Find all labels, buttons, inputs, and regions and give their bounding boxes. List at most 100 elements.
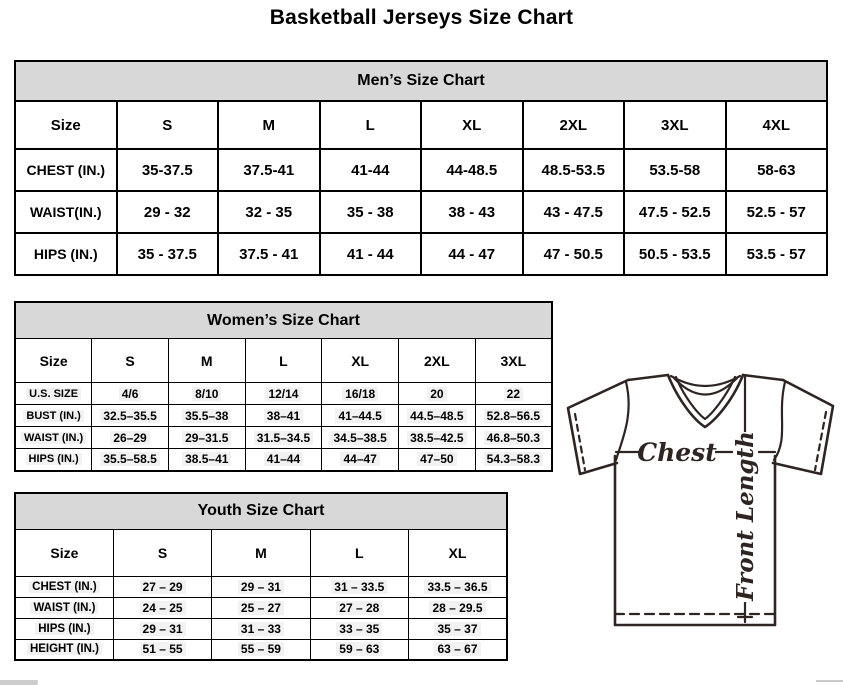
cell-text: 48.5-53.5 — [541, 161, 605, 179]
cell-text: 29 – 31 — [139, 621, 186, 636]
size-cell: 55 – 59 — [211, 638, 311, 661]
column-header-l: L — [318, 100, 422, 150]
cell-text: 2XL — [559, 116, 587, 134]
chest-label-backing — [639, 440, 715, 463]
row-label: BUST (IN.) — [14, 404, 93, 427]
cell-text: 37.5 - 41 — [239, 245, 299, 263]
cell-text: S — [125, 352, 135, 369]
size-cell: 37.5 - 41 — [217, 232, 321, 276]
cell-text: 28 – 29.5 — [429, 600, 486, 615]
horizontal-scrollbar-thumb[interactable] — [0, 680, 38, 685]
row-label: WAIST(IN.) — [14, 190, 118, 234]
cell-text: 58-63 — [757, 161, 796, 179]
size-cell: 29–31.5 — [167, 426, 246, 449]
page-title: Basketball Jerseys Size Chart — [269, 6, 574, 29]
cell-text: 47 - 50.5 — [543, 245, 603, 263]
cell-text: 44 - 47 — [448, 245, 496, 263]
size-cell: 33.5 – 36.5 — [408, 575, 508, 598]
cell-text: HIPS (IN.) — [25, 453, 82, 466]
cell-text: 52.5 - 57 — [746, 203, 806, 221]
cell-text: 3XL — [500, 352, 527, 369]
cell-text: 34.5–38.5 — [330, 430, 390, 445]
size-chart-page: Basketball Jerseys Size Chart Men’s Size… — [0, 6, 843, 685]
column-header-row: Size S M L XL 2XL 3XL — [14, 338, 553, 383]
size-cell: 31 – 33 — [211, 617, 311, 640]
row-label: WAIST (IN.) — [14, 596, 114, 619]
column-header-l: L — [244, 338, 323, 383]
column-header-2xl: 2XL — [521, 100, 625, 150]
table-title-row: Men’s Size Chart — [14, 60, 828, 102]
size-cell: 31 – 33.5 — [309, 575, 410, 598]
size-cell: 41–44 — [244, 448, 323, 471]
cell-text: 27 – 29 — [139, 579, 186, 594]
size-cell: 41-44 — [318, 148, 422, 192]
cell-text: Youth Size Chart — [197, 502, 325, 519]
cell-text: 51 – 55 — [139, 642, 186, 657]
table-title-row: Youth Size Chart — [14, 492, 508, 530]
column-header-xl: XL — [321, 338, 400, 383]
cell-text: 35.5–38 — [182, 408, 232, 423]
cell-text: M — [255, 544, 267, 561]
table-row: WAIST (IN.) 24 – 25 25 – 27 27 – 28 28 – 29.… — [14, 596, 508, 619]
column-header-l: L — [309, 528, 410, 577]
cell-text: 20 — [427, 386, 447, 401]
column-header-s: S — [112, 528, 213, 577]
cell-text: 33 – 35 — [336, 621, 383, 636]
size-cell: 4/6 — [91, 382, 169, 405]
size-cell: 37.5-41 — [217, 148, 321, 192]
cell-text: 59 – 63 — [336, 642, 383, 657]
column-header-3xl: 3XL — [474, 338, 553, 383]
size-cell: 28 – 29.5 — [408, 596, 508, 619]
cell-text: 55 – 59 — [237, 642, 284, 657]
cell-text: 12/14 — [265, 386, 302, 401]
cell-text: M — [262, 116, 276, 134]
cell-text: 24 – 25 — [139, 600, 186, 615]
cell-text: 29 – 31 — [237, 579, 284, 594]
cell-text: 27 – 28 — [336, 600, 383, 615]
table-row: HIPS (IN.) 35.5–58.5 38.5–41 41–44 44–47 47–5… — [14, 448, 553, 471]
size-cell: 43 - 47.5 — [521, 190, 625, 234]
cell-text: 44–47 — [340, 452, 380, 467]
cell-text: 43 - 47.5 — [543, 203, 603, 221]
horizontal-scrollbar-track-fragment[interactable] — [816, 680, 843, 682]
table-row: HEIGHT (IN.) 51 – 55 55 – 59 59 – 63 63 – 67 — [14, 638, 508, 661]
size-cell: 35-37.5 — [115, 148, 219, 192]
size-cell: 48.5-53.5 — [521, 148, 625, 192]
size-cell: 41–44.5 — [321, 404, 400, 427]
size-cell: 51 – 55 — [112, 638, 213, 661]
cell-text: 54.3–58.3 — [483, 452, 544, 467]
row-label: HIPS (IN.) — [14, 232, 118, 276]
cell-text: 2XL — [424, 352, 450, 369]
column-header-size: Size — [14, 100, 118, 150]
cell-text: 22 — [503, 386, 524, 401]
size-cell: 35.5–58.5 — [91, 448, 169, 471]
size-cell: 58-63 — [724, 148, 828, 192]
womens-size-chart-table: Women’s Size Chart Size S M L XL 2XL 3XL U.S. SI… — [14, 301, 553, 472]
mens-size-chart-table: Men’s Size Chart Size S M L XL 2XL 3XL 4XL CHEST … — [14, 60, 828, 276]
jersey-shoulders — [626, 373, 785, 382]
size-cell: 8/10 — [167, 382, 246, 405]
jersey-right-sleeve — [771, 378, 835, 476]
jersey-armhole-seams — [614, 380, 787, 462]
cell-text: 41 - 44 — [346, 245, 394, 263]
size-cell: 26–29 — [91, 426, 169, 449]
front-length-label-backing — [733, 432, 758, 602]
size-cell: 52.5 - 57 — [724, 190, 828, 234]
column-header-row: Size S M L XL 2XL 3XL 4XL — [14, 100, 828, 150]
table-row: U.S. SIZE 4/6 8/10 12/14 16/18 20 22 — [14, 382, 553, 405]
chest-measure-label: Chest — [637, 438, 717, 467]
cell-text: L — [355, 544, 364, 561]
size-cell: 53.5 - 57 — [724, 232, 828, 276]
table-row: BUST (IN.) 32.5–35.5 35.5–38 38–41 41–44.5 44… — [14, 404, 553, 427]
cell-text: 8/10 — [192, 386, 222, 401]
size-cell: 38.5–42.5 — [398, 426, 476, 449]
youth-table-title: Youth Size Chart — [14, 492, 508, 530]
cell-text: Size — [50, 544, 79, 561]
table-row: HIPS (IN.) 29 – 31 31 – 33 33 – 35 35 – 37 — [14, 617, 508, 640]
row-label: HEIGHT (IN.) — [14, 638, 114, 661]
cell-text: 46.8–50.3 — [483, 430, 544, 445]
size-cell: 50.5 - 53.5 — [623, 232, 727, 276]
table-row: CHEST (IN.) 35-37.5 37.5-41 41-44 44-48.5 48.… — [14, 148, 828, 192]
cell-text: CHEST (IN.) — [29, 580, 100, 593]
column-header-4xl: 4XL — [724, 100, 828, 150]
